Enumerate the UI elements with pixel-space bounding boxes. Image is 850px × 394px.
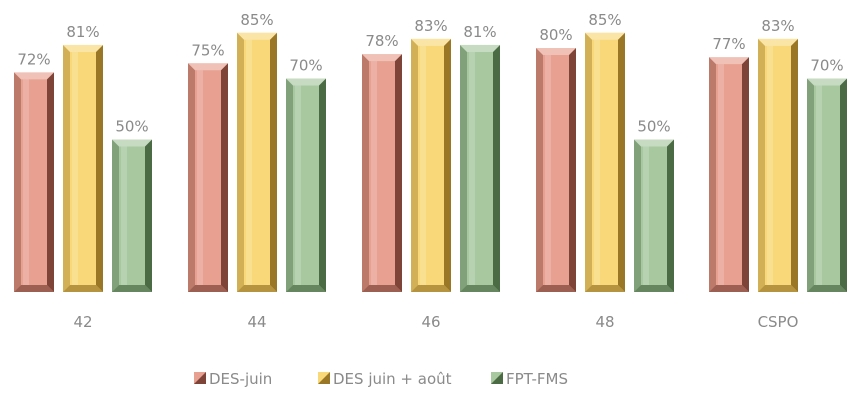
bars-layer <box>14 32 847 293</box>
data-label: 80% <box>539 26 572 44</box>
legend-swatch <box>318 372 330 384</box>
data-label: 78% <box>365 32 398 50</box>
bar-42-2 <box>63 44 103 293</box>
legend-label: FPT-FMS <box>506 370 568 388</box>
x-tick-label: 46 <box>421 313 440 331</box>
x-tick-label: CSPO <box>758 313 799 331</box>
data-label: 81% <box>66 23 99 41</box>
data-label: 75% <box>191 41 224 59</box>
data-label: 81% <box>463 23 496 41</box>
data-label: 77% <box>712 35 745 53</box>
data-label: 50% <box>637 118 670 136</box>
legend-item-2: DES juin + août <box>318 370 452 388</box>
bar-44-1 <box>188 63 228 292</box>
legend-item-3: FPT-FMS <box>491 370 568 388</box>
bar-48-2 <box>585 32 625 292</box>
bar-46-2 <box>411 38 451 292</box>
data-label: 50% <box>115 118 148 136</box>
bar-cspo-2 <box>758 38 798 292</box>
bar-48-3 <box>634 139 674 292</box>
legend-label: DES-juin <box>209 370 272 388</box>
bar-42-1 <box>14 72 54 293</box>
bar-46-1 <box>362 54 402 292</box>
legend-swatch <box>491 372 503 384</box>
bar-cspo-3 <box>807 78 847 292</box>
bar-44-2 <box>237 32 277 292</box>
data-label: 72% <box>17 50 50 68</box>
bar-cspo-1 <box>709 57 749 293</box>
data-label: 83% <box>761 17 794 35</box>
legend-label: DES juin + août <box>333 370 452 388</box>
x-tick-label: 42 <box>73 313 92 331</box>
x-tick-label: 48 <box>595 313 614 331</box>
x-axis-labels: 42 44 46 48 CSPO <box>73 313 798 331</box>
bar-48-1 <box>536 48 576 292</box>
legend-swatch <box>194 372 206 384</box>
data-label: 70% <box>289 57 322 75</box>
data-labels-layer: 72% 81% 50% 75% 85% 70% 78% 83% 81% 80% 85% 50% 77% 8… <box>17 11 843 136</box>
data-label: 70% <box>810 57 843 75</box>
bar-46-3 <box>460 44 500 293</box>
bar-42-3 <box>112 139 152 292</box>
bar-44-3 <box>286 78 326 292</box>
data-label: 85% <box>240 11 273 29</box>
legend: DES-juin DES juin + août FPT-FMS <box>194 370 568 388</box>
data-label: 83% <box>414 17 447 35</box>
data-label: 85% <box>588 11 621 29</box>
x-tick-label: 44 <box>247 313 266 331</box>
legend-item-1: DES-juin <box>194 370 272 388</box>
